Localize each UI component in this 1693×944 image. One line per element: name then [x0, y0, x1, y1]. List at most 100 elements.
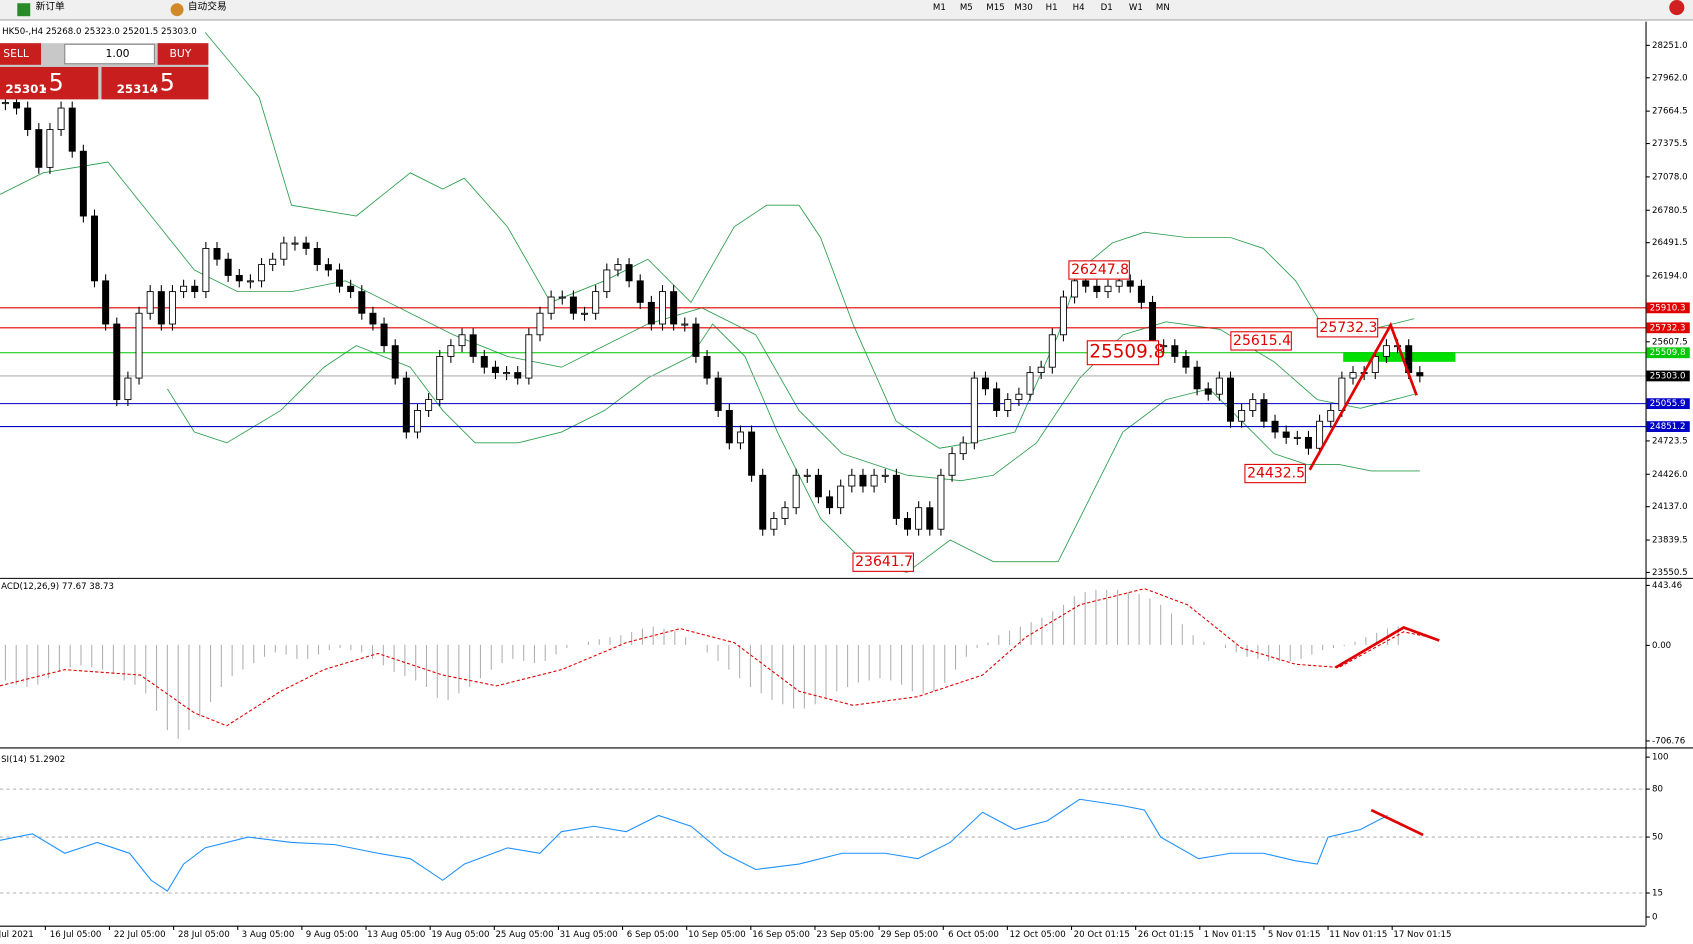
ask-main[interactable]: 25314 — [117, 82, 158, 96]
x-tick-label: 9 Aug 05:00 — [306, 930, 359, 940]
candle — [1037, 366, 1045, 374]
timeframe[interactable]: H4 — [1073, 3, 1085, 13]
annotation-box — [852, 552, 914, 572]
toolbar — [0, 0, 1693, 20]
candle — [213, 248, 221, 260]
x-tick-label: 12 Oct 05:00 — [1009, 930, 1065, 940]
candle — [948, 453, 956, 476]
bid-frac[interactable]: .5 — [41, 69, 64, 97]
y-tick-label: 25607.5 — [1652, 337, 1688, 347]
x-tick-label: 31 Aug 05:00 — [560, 930, 618, 940]
candle — [135, 312, 143, 379]
candle — [536, 312, 544, 336]
candle — [436, 355, 444, 401]
candle — [1271, 420, 1279, 433]
candle — [1, 102, 9, 105]
candle — [736, 431, 744, 444]
candle — [1182, 355, 1190, 368]
auto-trading[interactable]: 自动交易 — [188, 0, 227, 12]
candle — [904, 518, 912, 530]
levels: 25910.3 25732.3 25509.8 25303.0 25055.9 24851… — [0, 302, 1690, 432]
alert-icon[interactable] — [1669, 0, 1685, 16]
candle — [848, 474, 856, 487]
auto-trading-icon[interactable] — [170, 3, 184, 17]
candle — [57, 107, 65, 131]
candle — [547, 296, 555, 314]
level-tag — [1646, 302, 1690, 314]
y-tick-label: 26780.5 — [1652, 206, 1688, 216]
macd-axis: 443.46 0.00 -706.76 — [1645, 581, 1685, 746]
annotation: 25732.3 — [1319, 320, 1377, 336]
candle — [124, 377, 132, 401]
candle — [358, 291, 366, 314]
sell-label[interactable]: SELL — [3, 47, 29, 60]
timeframe[interactable]: W1 — [1129, 3, 1143, 13]
ask-frac[interactable]: .5 — [152, 69, 175, 97]
candle — [1316, 420, 1324, 449]
candle — [469, 334, 477, 357]
candle — [269, 258, 277, 266]
candle — [1338, 377, 1346, 411]
candle — [592, 291, 600, 314]
zone-highlight — [1343, 352, 1456, 362]
candle — [870, 474, 878, 487]
lot-value[interactable]: 1.00 — [106, 47, 130, 60]
candle — [1304, 436, 1312, 449]
level-label: 25910.3 — [1650, 303, 1686, 313]
timeframe[interactable]: H1 — [1046, 3, 1058, 13]
annotation-box — [1068, 260, 1130, 280]
sell-button[interactable] — [0, 43, 42, 65]
macd-histogram — [4, 589, 1399, 739]
candle — [1071, 280, 1079, 298]
candles — [1, 96, 1424, 536]
x-tick-label: 25 Aug 05:00 — [495, 930, 553, 940]
candle — [258, 264, 266, 282]
candle — [1149, 301, 1157, 347]
x-tick-label: Jul 2021 — [0, 930, 34, 940]
ask-box[interactable] — [101, 66, 209, 100]
candle — [46, 129, 54, 168]
candle — [714, 377, 722, 411]
candle — [614, 264, 622, 271]
macd-signal — [0, 588, 1431, 727]
annotations: 26247.8 25509.8 25615.4 25732.3 24432.5 23641… — [852, 260, 1379, 572]
candle — [313, 248, 321, 266]
buy-button[interactable] — [157, 43, 209, 65]
candle — [959, 442, 967, 455]
timeframe[interactable]: D1 — [1101, 3, 1113, 13]
rsi-line — [0, 798, 1388, 892]
annotation: 26247.8 — [1071, 262, 1129, 278]
candle — [1371, 355, 1379, 374]
annotation: 25615.4 — [1233, 333, 1291, 349]
bb-lower — [166, 323, 1420, 573]
timeframe[interactable]: M15 — [986, 3, 1004, 13]
candle — [246, 280, 254, 283]
candle — [157, 291, 165, 325]
candle — [35, 129, 43, 168]
timeframe[interactable]: M30 — [1014, 3, 1032, 13]
timeframe[interactable]: MN — [1156, 3, 1170, 13]
y-tick-label: 28251.0 — [1652, 41, 1688, 51]
y-tick-label: 27375.5 — [1652, 139, 1688, 149]
candle — [1026, 372, 1034, 395]
candle — [13, 102, 21, 109]
bid-box[interactable] — [0, 66, 99, 100]
y-tick-label: 443.46 — [1652, 581, 1682, 591]
new-order[interactable]: 新订单 — [36, 0, 65, 12]
bid-main[interactable]: 25301 — [5, 82, 46, 96]
x-tick-label: 26 Oct 01:15 — [1138, 930, 1194, 940]
candle — [647, 301, 655, 325]
level-label: 25732.3 — [1650, 323, 1686, 333]
y-tick-label: 26194.0 — [1652, 272, 1688, 282]
candle — [603, 269, 611, 293]
bollinger — [0, 32, 1420, 573]
timeframe[interactable]: M5 — [960, 3, 973, 13]
lot-input[interactable] — [64, 43, 155, 65]
candle — [1249, 399, 1257, 411]
arrow — [1370, 808, 1424, 837]
candle — [369, 312, 377, 325]
candle — [280, 242, 288, 260]
timeframe[interactable]: M1 — [933, 3, 946, 13]
buy-label[interactable]: BUY — [170, 47, 192, 60]
new-order-icon[interactable] — [17, 3, 31, 17]
